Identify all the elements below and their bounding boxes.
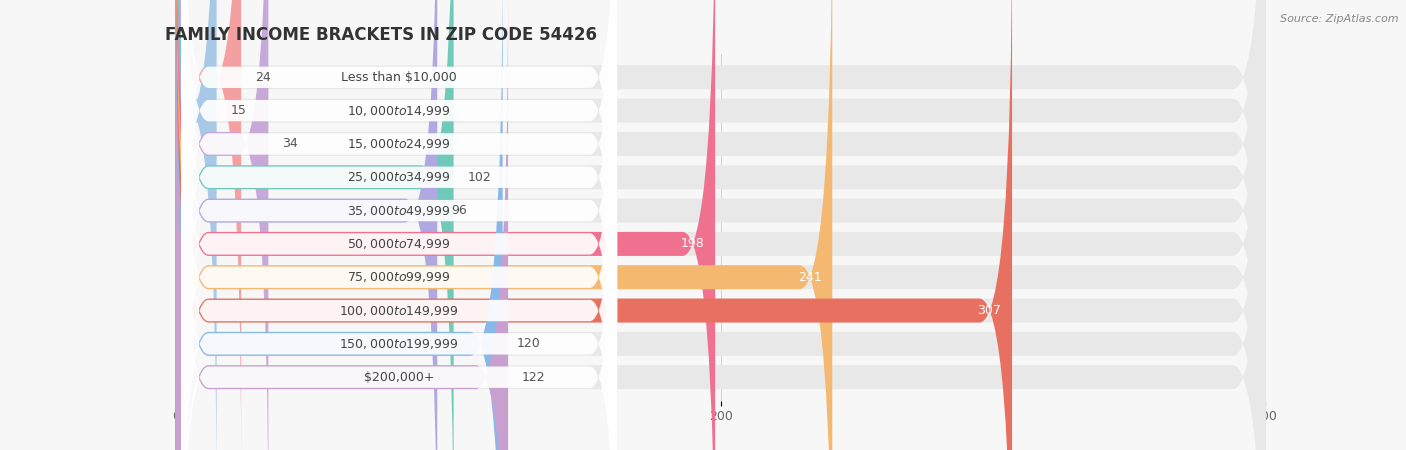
- FancyBboxPatch shape: [176, 0, 454, 450]
- Text: $25,000 to $34,999: $25,000 to $34,999: [347, 170, 451, 184]
- FancyBboxPatch shape: [181, 0, 617, 450]
- Text: 307: 307: [977, 304, 1001, 317]
- Text: 24: 24: [254, 71, 270, 84]
- Text: 120: 120: [516, 338, 540, 351]
- FancyBboxPatch shape: [176, 0, 1265, 450]
- Text: 122: 122: [522, 371, 546, 384]
- FancyBboxPatch shape: [176, 0, 508, 450]
- FancyBboxPatch shape: [176, 0, 1012, 450]
- FancyBboxPatch shape: [181, 0, 617, 400]
- FancyBboxPatch shape: [181, 0, 617, 450]
- FancyBboxPatch shape: [176, 0, 1265, 450]
- Text: $35,000 to $49,999: $35,000 to $49,999: [347, 203, 451, 218]
- FancyBboxPatch shape: [181, 0, 617, 450]
- FancyBboxPatch shape: [176, 0, 1265, 450]
- Text: 102: 102: [467, 171, 491, 184]
- Text: 198: 198: [681, 238, 704, 250]
- Text: $100,000 to $149,999: $100,000 to $149,999: [339, 304, 458, 318]
- FancyBboxPatch shape: [176, 0, 1265, 450]
- FancyBboxPatch shape: [176, 0, 1265, 450]
- FancyBboxPatch shape: [181, 0, 617, 433]
- Text: Source: ZipAtlas.com: Source: ZipAtlas.com: [1281, 14, 1399, 23]
- Text: Less than $10,000: Less than $10,000: [342, 71, 457, 84]
- Text: 34: 34: [283, 137, 298, 150]
- Text: FAMILY INCOME BRACKETS IN ZIP CODE 54426: FAMILY INCOME BRACKETS IN ZIP CODE 54426: [165, 26, 598, 44]
- FancyBboxPatch shape: [176, 0, 242, 450]
- Text: $200,000+: $200,000+: [364, 371, 434, 384]
- FancyBboxPatch shape: [176, 0, 437, 450]
- Text: $15,000 to $24,999: $15,000 to $24,999: [347, 137, 451, 151]
- Text: $150,000 to $199,999: $150,000 to $199,999: [339, 337, 458, 351]
- FancyBboxPatch shape: [176, 0, 1265, 450]
- FancyBboxPatch shape: [181, 0, 617, 450]
- FancyBboxPatch shape: [176, 0, 716, 450]
- FancyBboxPatch shape: [176, 0, 1265, 450]
- FancyBboxPatch shape: [181, 0, 617, 450]
- FancyBboxPatch shape: [181, 0, 617, 450]
- Text: 241: 241: [797, 271, 821, 284]
- FancyBboxPatch shape: [176, 0, 269, 450]
- Text: 96: 96: [451, 204, 467, 217]
- Text: $75,000 to $99,999: $75,000 to $99,999: [347, 270, 451, 284]
- FancyBboxPatch shape: [176, 0, 832, 450]
- FancyBboxPatch shape: [176, 0, 1265, 450]
- FancyBboxPatch shape: [176, 0, 1265, 450]
- Text: $10,000 to $14,999: $10,000 to $14,999: [347, 104, 451, 117]
- FancyBboxPatch shape: [176, 0, 503, 450]
- Text: 15: 15: [231, 104, 246, 117]
- FancyBboxPatch shape: [176, 0, 217, 450]
- FancyBboxPatch shape: [176, 0, 1265, 450]
- FancyBboxPatch shape: [181, 54, 617, 450]
- Text: $50,000 to $74,999: $50,000 to $74,999: [347, 237, 451, 251]
- FancyBboxPatch shape: [181, 21, 617, 450]
